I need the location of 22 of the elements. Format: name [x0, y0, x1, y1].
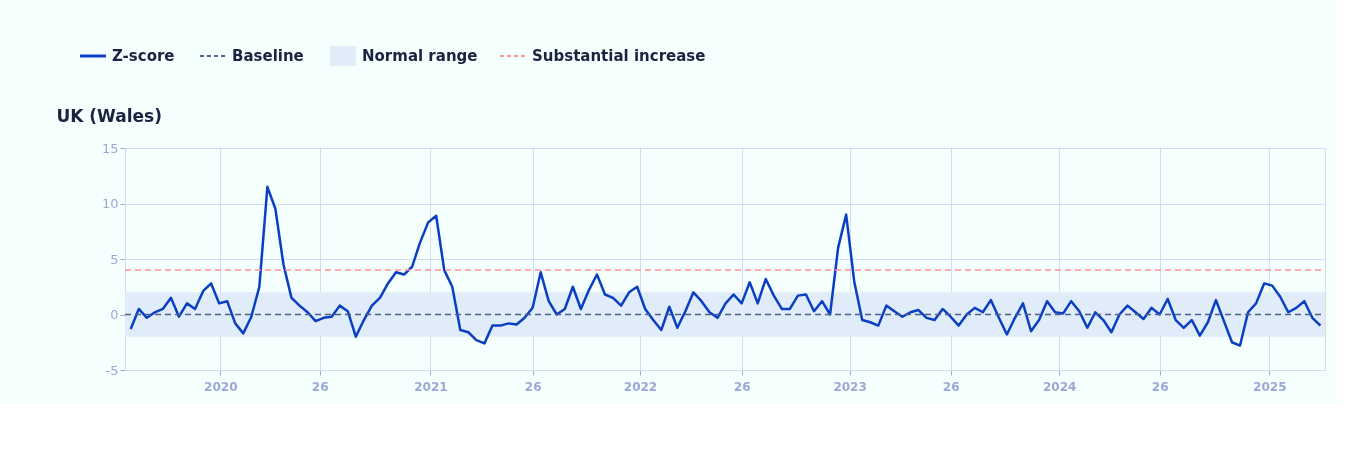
x-tick-label: 2023	[833, 379, 867, 394]
x-tick-label: 26	[1151, 379, 1169, 394]
legend-label: Normal range	[362, 47, 478, 65]
y-tick-label: 5	[110, 251, 119, 267]
line-series	[129, 185, 1322, 347]
legend-label: Substantial increase	[532, 47, 706, 65]
x-tick-label: 2022	[623, 379, 658, 394]
y-tick-label: 15	[101, 140, 119, 156]
legend-label: Z-score	[112, 47, 175, 65]
chart-title: UK (Wales)	[56, 106, 162, 126]
x-tick-label: 26	[524, 379, 542, 394]
x-tick-label: 26	[733, 379, 751, 394]
x-tick-label: 2025	[1253, 379, 1287, 394]
y-tick-label: -5	[105, 362, 119, 378]
y-tick-label: 0	[110, 307, 119, 322]
x-tick-label: 26	[311, 379, 329, 394]
y-tick-label: 10	[101, 196, 119, 211]
x-tick-label: 2020	[204, 379, 238, 394]
x-tick-label: 2021	[414, 379, 448, 394]
x-tick-label: 2024	[1042, 379, 1077, 394]
legend-label: Baseline	[232, 47, 304, 65]
x-tick-label: 26	[942, 379, 960, 394]
